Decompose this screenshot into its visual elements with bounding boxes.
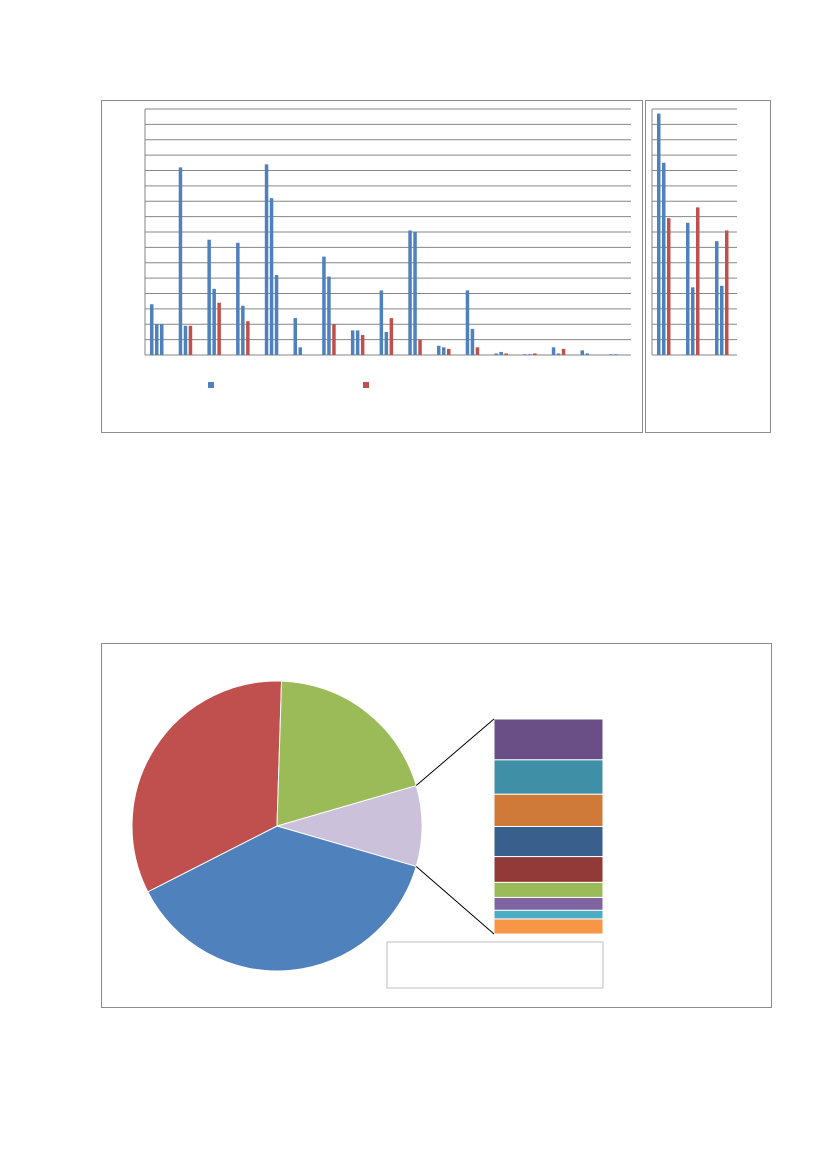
bar: [293, 318, 297, 355]
pie-slice: [131, 680, 283, 893]
breakout-segment: [493, 718, 604, 761]
bar: [322, 256, 326, 355]
bar: [720, 285, 724, 355]
bar: [350, 330, 355, 355]
connector-line: [415, 866, 495, 935]
bar: [691, 287, 695, 355]
breakout-segment: [493, 881, 604, 898]
bar: [499, 351, 503, 355]
breakout-segment: [493, 856, 604, 883]
bar: [561, 348, 566, 355]
bar: [379, 290, 384, 355]
pie-slice: [276, 680, 417, 827]
bar: [332, 324, 336, 355]
bar: [413, 232, 417, 355]
bar: [355, 330, 360, 355]
bar: [667, 218, 671, 355]
bar: [188, 325, 193, 355]
breakout-segment: [493, 909, 604, 920]
bar: [470, 328, 475, 355]
bar: [408, 230, 412, 355]
bar: [241, 305, 245, 355]
bar-chart-main: [144, 108, 631, 388]
bar: [725, 230, 729, 355]
bar: [217, 302, 221, 355]
bar: [447, 348, 451, 355]
bar: [155, 324, 159, 355]
bar: [609, 354, 613, 356]
bar-chart-side: [651, 108, 737, 356]
bar: [614, 354, 618, 356]
bar: [269, 198, 274, 355]
bar: [384, 331, 389, 355]
bar: [494, 353, 498, 355]
bar: [207, 239, 211, 355]
breakout-segment: [493, 793, 604, 827]
legend-box: [386, 941, 604, 989]
bar-chart-panel: [101, 100, 643, 433]
bar: [183, 325, 188, 355]
connector-line: [415, 718, 495, 786]
bar: [160, 324, 164, 355]
bar: [212, 288, 216, 355]
pie-of-bar-chart: [131, 680, 604, 989]
bar: [696, 207, 700, 355]
bar: [657, 113, 661, 355]
bar: [662, 162, 666, 355]
bar: [246, 321, 250, 355]
breakout-segment: [493, 918, 604, 935]
breakout-segment: [493, 826, 604, 858]
bar: [585, 353, 589, 355]
breakout-segment: [493, 896, 604, 911]
bar: [686, 222, 690, 355]
bar: [580, 350, 584, 355]
bar: [528, 354, 532, 356]
bar: [418, 339, 422, 355]
bar: [465, 290, 470, 355]
bar: [298, 347, 302, 355]
bar: [178, 167, 183, 355]
bar: [264, 164, 269, 355]
bar: [389, 318, 394, 355]
bar-chart-side-panel: [645, 100, 771, 433]
pie-chart-panel: [101, 643, 772, 1008]
pie-slice: [147, 825, 417, 972]
legend-key: [363, 382, 369, 388]
bar: [475, 347, 480, 355]
pie-slice: [275, 784, 423, 868]
bar: [437, 345, 441, 355]
bar: [150, 304, 154, 355]
bar: [523, 354, 527, 356]
bar: [551, 347, 556, 355]
bar: [360, 335, 365, 355]
bar: [274, 275, 279, 355]
legend-key: [208, 382, 214, 388]
bar: [504, 353, 508, 355]
bar: [442, 347, 446, 355]
bar: [236, 242, 240, 355]
bar: [533, 353, 537, 355]
bar: [327, 276, 331, 355]
breakout-segment: [493, 759, 604, 795]
bar: [715, 241, 719, 355]
bar: [556, 353, 561, 355]
